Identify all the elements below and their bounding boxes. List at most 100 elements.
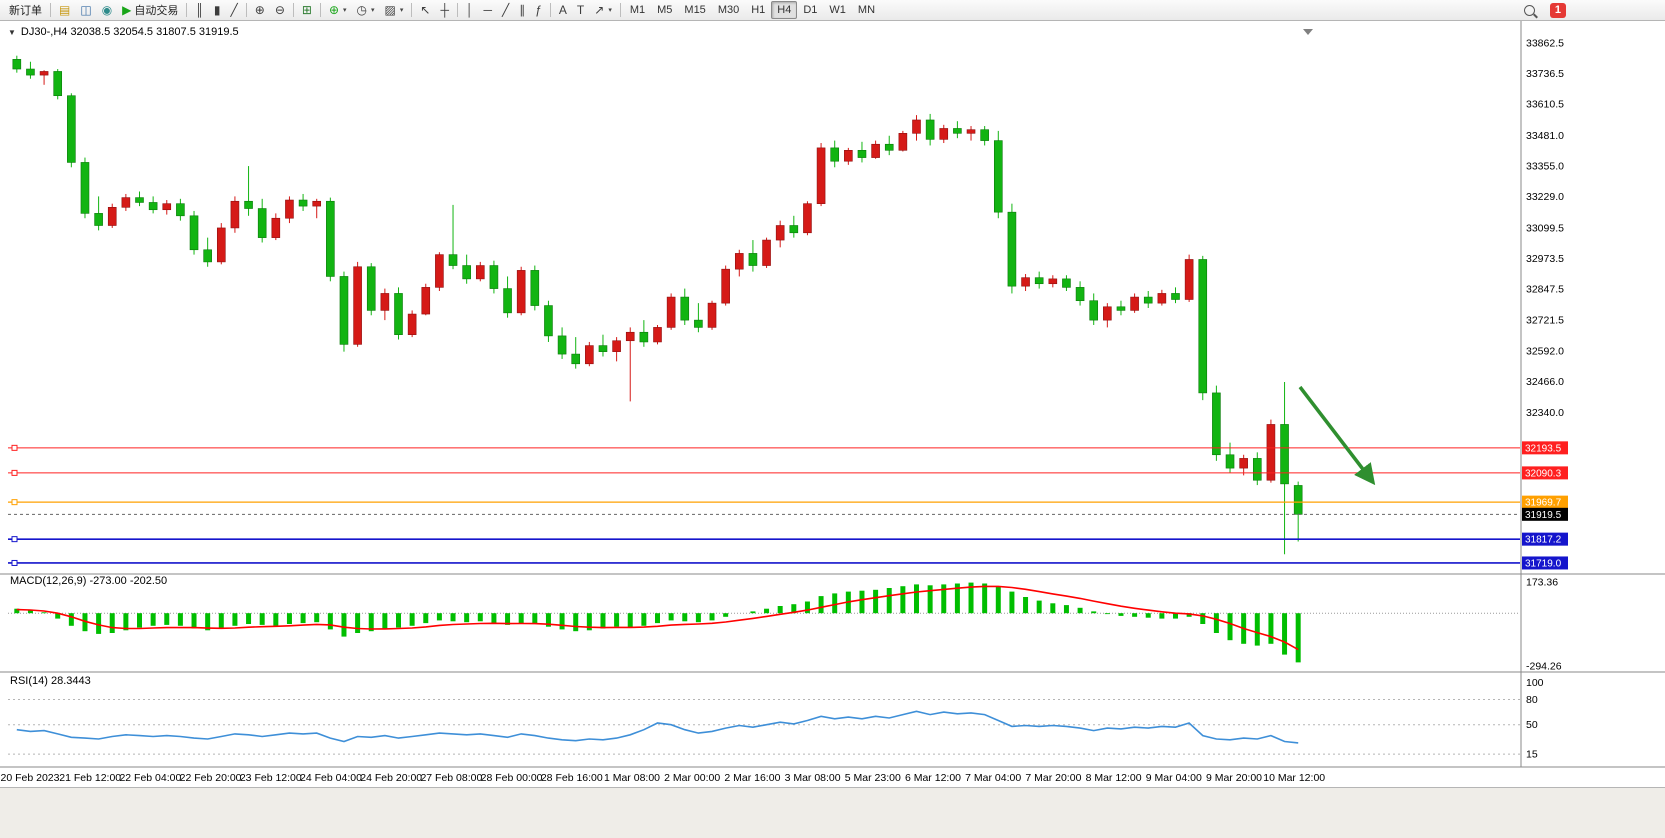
chart-shift-icon[interactable] [1303,29,1313,35]
rsi-axis-label: 80 [1526,694,1538,706]
crosshair-icon: ┼ [440,2,449,17]
timeframe-button-m15[interactable]: M15 [684,4,706,16]
profiles-button[interactable]: ▤ [54,1,75,20]
line-handle[interactable] [11,536,18,543]
auto-trading-button[interactable]: ▶ 自动交易 [117,1,183,20]
zoom-in-button[interactable]: ⊕ [250,1,270,20]
horizontal-price-lines: 32193.5 32090.3 31969.7 31817.2 31719.0 [8,441,1568,570]
price-tick-label: 32721.5 [1526,314,1564,326]
market-watch-button[interactable]: ◫ [75,1,96,20]
price-tag-label: 32193.5 [1525,443,1562,454]
template-button[interactable]: ▨ ▾ [380,1,409,20]
channel-button[interactable]: ∥ [514,1,530,20]
date-label: 3 Mar 08:00 [785,772,841,784]
notification-badge[interactable]: 1 [1549,2,1566,18]
line-chart-button[interactable]: ╱ [226,1,243,20]
trendline-button[interactable]: ╱ [497,1,514,20]
rsi-axis-label: 15 [1526,749,1538,761]
date-label: 24 Feb 04:00 [300,772,362,784]
price-tag-label: 31719.0 [1525,558,1562,569]
date-label: 10 Mar 12:00 [1263,772,1325,784]
toolbar-separator [245,3,247,17]
toolbar-separator [319,3,321,17]
timeframe-button-h4[interactable]: H4 [771,1,798,19]
timeframe-button-d1[interactable]: D1 [803,4,818,16]
price-tick-label: 33099.5 [1526,223,1564,235]
dropdown-arrow-icon: ▾ [608,7,612,14]
timeframe-button-h1[interactable]: H1 [751,4,766,16]
line-handle[interactable] [11,559,18,566]
date-label: 9 Mar 04:00 [1146,772,1202,784]
vertical-line-button[interactable]: │ [461,1,479,20]
macd-axis-label: -294.26 [1526,661,1562,673]
toolbar-separator [549,3,551,17]
bar-chart-button[interactable]: ║ [190,1,209,20]
timeframe-button-m1[interactable]: M1 [629,4,646,16]
market-watch-icon: ◫ [80,2,92,17]
timeframe-button-m30[interactable]: M30 [717,4,740,16]
vertical-line-icon: │ [465,2,474,17]
search-icon [1523,4,1535,16]
timeframe-button-m5[interactable]: M5 [657,4,673,16]
arrows-icon: ↗ [594,2,605,17]
chart-window: 32193.5 32090.3 31969.7 31817.2 31719.0 31919… [0,21,1665,787]
price-tick-label: 33229.0 [1526,191,1564,203]
navigator-button[interactable]: ◉ [97,1,117,20]
toolbar-separator [456,3,458,17]
toolbar-separator [411,3,413,17]
price-tick-label: 32973.5 [1526,253,1564,265]
search-button[interactable] [1519,1,1540,20]
dropdown-arrow-icon: ▾ [343,7,347,14]
label-button[interactable]: T [572,1,589,20]
trend-arrow-annotation[interactable] [1298,385,1376,486]
date-label: 28 Feb 00:00 [481,772,543,784]
chart-canvas[interactable]: 32193.5 32090.3 31969.7 31817.2 31719.0 31919… [0,21,1665,787]
macd-signal-line [16,585,1299,651]
tile-windows-button[interactable]: ⊞ [297,1,317,20]
period-button[interactable]: ◷ ▾ [352,1,380,20]
toolbar-separator [50,3,51,17]
price-tag [1522,556,1568,570]
price-axis[interactable]: 33862.5 33736.5 33610.5 33481.0 33355.0 33229… [1526,37,1564,418]
candlestick-series [12,55,1303,555]
cursor-button[interactable]: ↖ [415,1,435,20]
status-bar [0,787,1665,838]
date-label: 9 Mar 20:00 [1206,772,1262,784]
timeframe-button-mn[interactable]: MN [857,4,876,16]
profiles-icon: ▤ [59,2,71,17]
price-tag [1522,532,1568,546]
price-tick-label: 32592.0 [1526,346,1564,358]
horizontal-line-icon: ─ [483,2,492,17]
dropdown-arrow-icon: ▾ [371,7,375,14]
date-label: 1 Mar 08:00 [604,772,660,784]
fibonacci-button[interactable]: ƒ [530,1,547,20]
date-label: 8 Mar 12:00 [1086,772,1142,784]
zoom-out-button[interactable]: ⊖ [270,1,290,20]
line-handle[interactable] [11,469,18,476]
arrows-button[interactable]: ↗ ▾ [589,1,617,20]
new-order-button[interactable]: 新订单 [4,1,47,20]
rsi-axis-label: 100 [1526,677,1544,689]
price-tick-label: 32847.5 [1526,284,1564,296]
date-label: 28 Feb 16:00 [541,772,603,784]
price-tag-label: 31969.7 [1525,498,1562,509]
line-handle[interactable] [11,499,18,506]
symbol-dropdown-icon[interactable]: ▼ [8,27,16,37]
timeframe-button-w1[interactable]: W1 [829,4,846,16]
line-handle[interactable] [11,444,18,451]
rsi-line [16,710,1299,744]
date-label: 6 Mar 12:00 [905,772,961,784]
price-tag-label: 31817.2 [1525,535,1562,546]
text-button[interactable]: A [554,1,572,20]
channel-icon: ∥ [519,2,526,17]
navigator-icon: ◉ [101,2,113,17]
candlestick-chart-button[interactable]: ▮ [209,1,226,20]
fibonacci-icon: ƒ [535,2,542,17]
date-label: 24 Feb 20:00 [360,772,422,784]
crosshair-button[interactable]: ┼ [435,1,454,20]
indicators-button[interactable]: ⊕ ▾ [324,1,352,20]
horizontal-line-button[interactable]: ─ [478,1,497,20]
trendline-icon: ╱ [501,2,510,17]
rsi-pane: 100 80 50 15 [8,677,1544,761]
